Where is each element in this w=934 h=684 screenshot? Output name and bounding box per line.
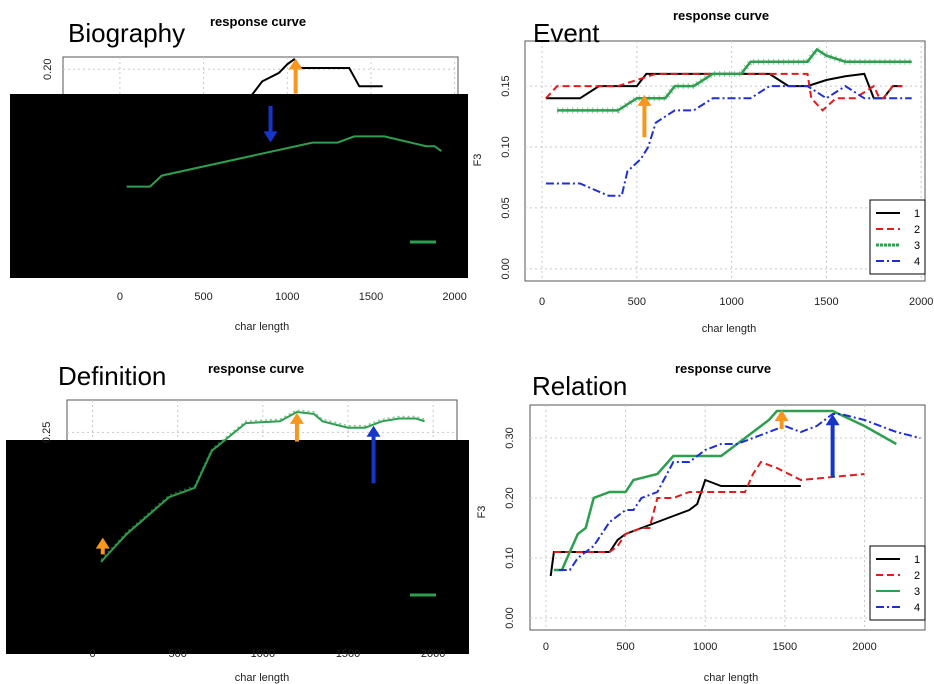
legend-label: 1 — [914, 554, 920, 566]
legend: 1 2 3 4 — [869, 545, 926, 621]
panel-label: Relation — [532, 371, 627, 401]
x-tick-label: 500 — [616, 641, 634, 653]
legend-label: 4 — [914, 256, 920, 268]
x-tick-label: 1000 — [719, 296, 743, 308]
tick-labels: 0 500 1000 1500 2000 0.20 — [42, 59, 467, 303]
chart-title: response curve — [208, 361, 304, 376]
x-tick-label: 0 — [117, 291, 123, 303]
y-tick-label: 0.20 — [504, 487, 516, 508]
y-tick-label: 0.00 — [504, 607, 516, 628]
x-tick-label: 2000 — [421, 648, 445, 660]
panel-relation: 0 500 1000 1500 2000 0.00 0.10 0.20 0.30 respons… — [476, 361, 926, 684]
x-tick-label: 0 — [543, 641, 549, 653]
tick-labels: 0 500 1000 1500 2000 0.00 0.05 0.10 0.15 — [500, 75, 933, 308]
series-line-s2 — [553, 460, 865, 553]
panel-label: Definition — [58, 361, 166, 391]
y-tick-label: 0.05 — [500, 197, 512, 218]
series-line-s3 — [557, 47, 912, 112]
legend-label: 3 — [914, 586, 920, 598]
occlusion-block — [6, 440, 469, 654]
x-axis-label: char length — [235, 321, 289, 333]
annotation-arrows — [774, 410, 840, 477]
x-tick-label: 0 — [89, 648, 95, 660]
plot-frame — [524, 40, 926, 282]
x-tick-label: 500 — [628, 296, 646, 308]
tick-labels: 0 500 1000 1500 2000 0.00 0.10 0.20 0.30 — [504, 427, 877, 653]
arrow-up-head — [289, 412, 304, 424]
y-tick-label: 0.30 — [504, 427, 516, 448]
y-tick-label: 0.00 — [500, 258, 512, 279]
legend-label: 2 — [914, 224, 920, 236]
x-tick-label: 0 — [539, 296, 545, 308]
annotation-arrows — [263, 58, 303, 143]
x-tick-label: 1500 — [336, 648, 360, 660]
x-tick-label: 1500 — [359, 291, 383, 303]
grid — [525, 41, 925, 281]
panel-label: Biography — [68, 18, 185, 48]
series-line-s2 — [545, 72, 903, 112]
x-tick-label: 2000 — [909, 296, 933, 308]
x-tick-label: 1000 — [693, 641, 717, 653]
x-tick-label: 2000 — [442, 291, 466, 303]
chart-title: response curve — [210, 14, 306, 29]
arrow-up-head — [825, 414, 840, 426]
series-lines — [549, 409, 921, 577]
x-axis-label: char length — [704, 672, 758, 684]
plot-frame — [529, 404, 926, 631]
x-tick-label: 500 — [169, 648, 187, 660]
y-axis-label: F3 — [476, 506, 488, 519]
tick-labels: 0 500 1000 1500 2000 0.25 — [41, 422, 445, 660]
y-tick-label: 0.15 — [500, 75, 512, 96]
x-tick-label: 1000 — [275, 291, 299, 303]
occlusion-block — [10, 94, 468, 278]
series-line-s3 — [126, 135, 442, 188]
x-axis-label: char length — [702, 323, 756, 335]
arrow-up-head — [366, 425, 381, 437]
legend-label: 1 — [914, 208, 920, 220]
y-tick-label: 0.10 — [500, 136, 512, 157]
legend: 1 2 3 4 — [869, 199, 926, 275]
x-tick-label: 500 — [194, 291, 212, 303]
visible-over-occluder — [100, 409, 425, 563]
series-line-s4 — [558, 413, 921, 571]
arrow-up-head — [95, 537, 110, 549]
y-tick-label: 0.25 — [41, 422, 53, 443]
arrow-up-head — [288, 58, 303, 70]
arrow-up-head — [637, 94, 652, 106]
panel-event: 0 500 1000 1500 2000 0.00 0.05 0.10 0.15 respons… — [472, 8, 933, 335]
chart-title: response curve — [673, 8, 769, 23]
x-tick-label: 1000 — [251, 648, 275, 660]
y-axis-label: F3 — [472, 154, 484, 167]
legend-label: 4 — [914, 602, 920, 614]
legend-label: 2 — [914, 570, 920, 582]
x-tick-label: 1500 — [814, 296, 838, 308]
arrow-up-head — [774, 410, 789, 421]
series-lines — [545, 45, 912, 197]
x-axis-label: char length — [235, 672, 289, 684]
x-tick-label: 1500 — [773, 641, 797, 653]
y-tick-label: 0.20 — [42, 59, 54, 80]
series-line-s3 — [100, 410, 425, 563]
arrow-down-head — [263, 131, 278, 143]
visible-over-occluder — [126, 135, 442, 188]
y-tick-label: 0.10 — [504, 547, 516, 568]
annotation-arrows — [637, 94, 652, 138]
chart-title: response curve — [675, 361, 771, 376]
annotation-arrows — [95, 412, 381, 555]
x-tick-label: 2000 — [852, 641, 876, 653]
panel-biography: 0 500 1000 1500 2000 0.20 response curve Biog… — [10, 14, 468, 333]
series-line-s4 — [545, 84, 912, 197]
panel-definition: 0 500 1000 1500 2000 0.25 response curve Defi… — [6, 361, 469, 684]
panel-label: Event — [533, 18, 600, 48]
legend-label: 3 — [914, 240, 920, 252]
